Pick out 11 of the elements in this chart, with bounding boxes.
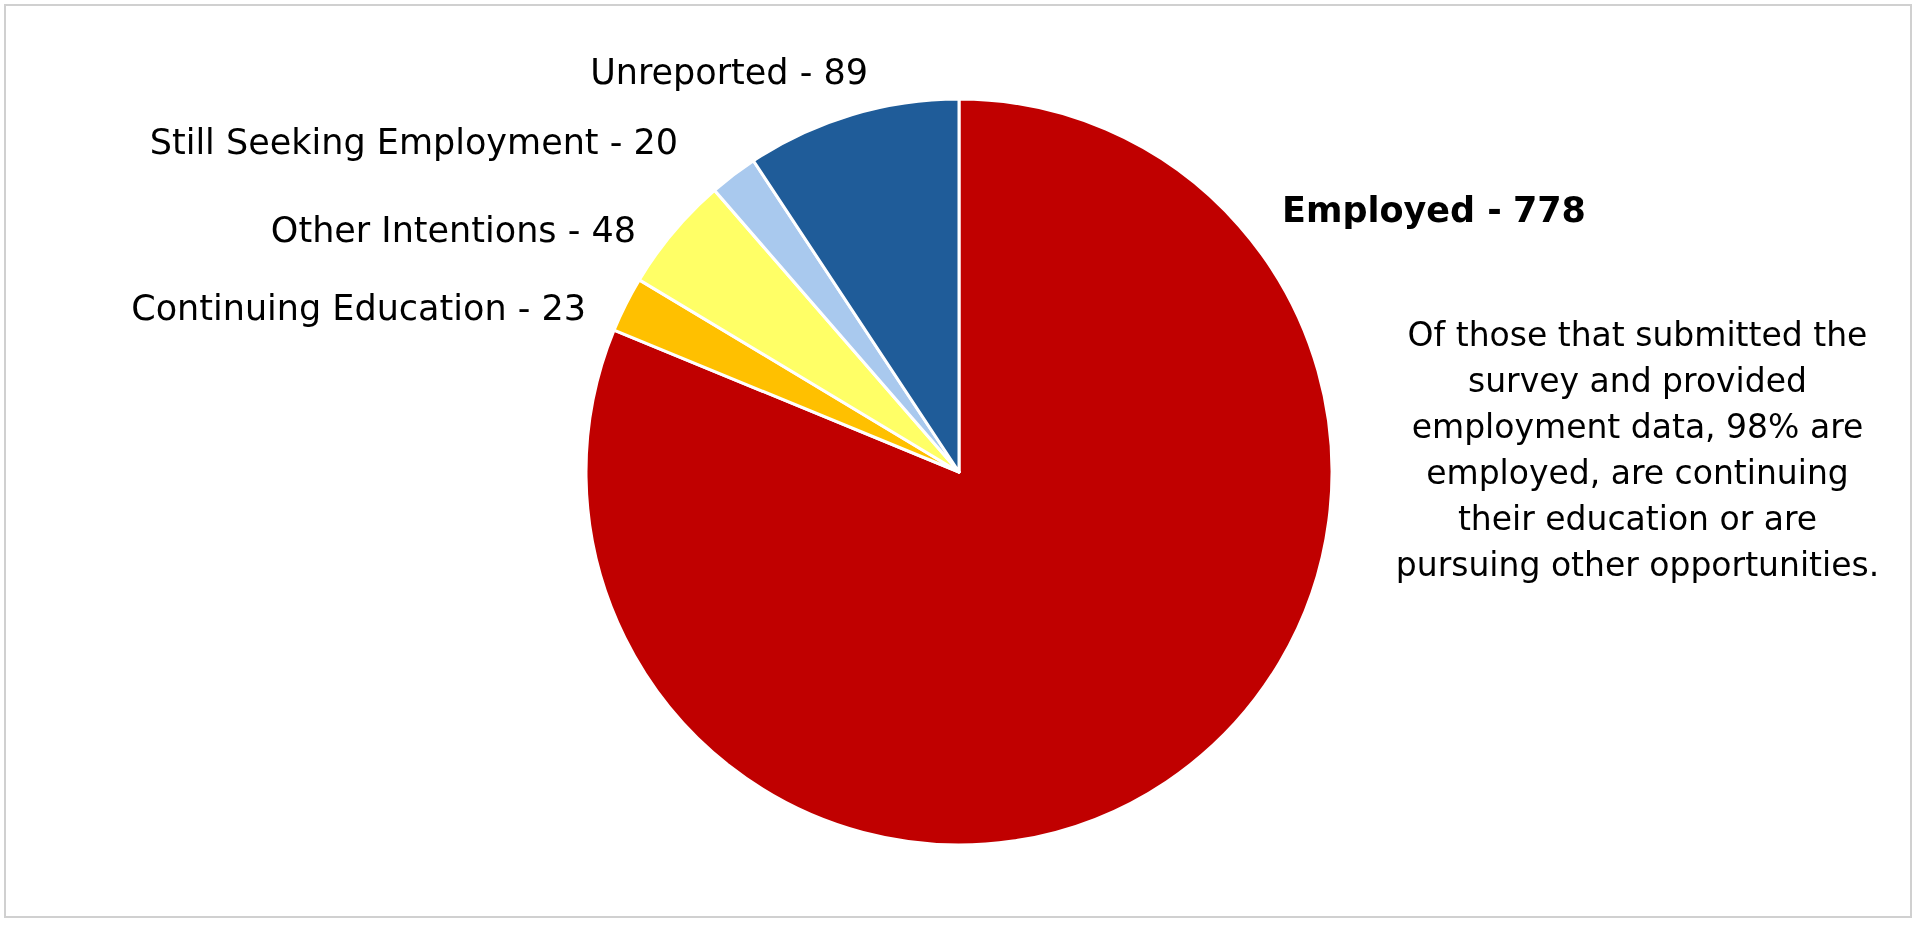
- slice-label: Other Intentions -: [270, 210, 581, 250]
- text: Of those that submitted the survey and provided employment data, 98% are employed, are continuing their education or are pursuing other opportunities.: [1394, 314, 1881, 586]
- slice-label: Continuing Education -: [131, 288, 531, 328]
- data-label: 89: [823, 52, 868, 92]
- slice-label: Employed -: [1282, 190, 1502, 230]
- data-label: 778: [1512, 190, 1586, 230]
- data-label: 20: [633, 122, 678, 162]
- data-label: 48: [591, 210, 636, 250]
- slice-label: Still Seeking Employment -: [149, 122, 623, 162]
- data-label: 23: [541, 288, 586, 328]
- slice-label: Unreported -: [590, 52, 813, 92]
